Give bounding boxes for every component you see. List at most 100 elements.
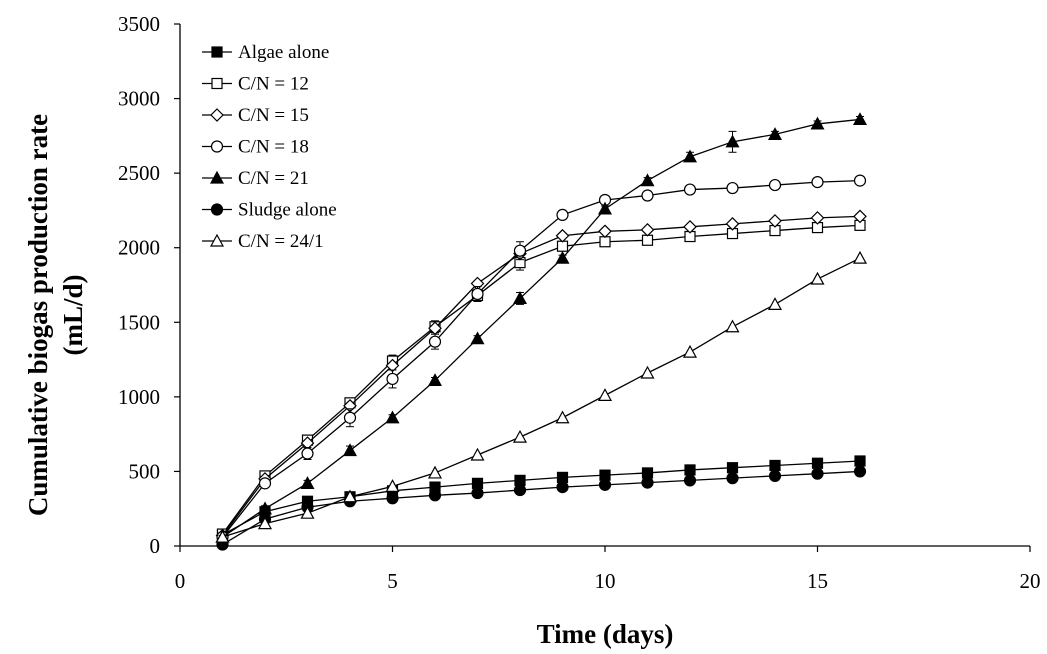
data-point bbox=[811, 175, 824, 189]
legend-item: Sludge alone bbox=[202, 200, 337, 221]
series-line bbox=[222, 257, 861, 538]
x-tick-label: 10 bbox=[595, 569, 616, 593]
legend-label: C/N = 15 bbox=[238, 105, 309, 126]
data-point bbox=[555, 410, 570, 424]
data-point bbox=[556, 480, 569, 494]
data-point bbox=[599, 236, 611, 248]
data-point bbox=[258, 477, 272, 490]
data-point bbox=[854, 455, 866, 467]
data-point bbox=[641, 467, 654, 479]
data-point bbox=[513, 244, 527, 257]
data-point bbox=[470, 447, 485, 461]
series-line bbox=[222, 460, 861, 536]
y-tick-label: 2500 bbox=[118, 161, 160, 185]
data-point bbox=[641, 476, 654, 489]
data-point bbox=[810, 116, 825, 130]
series-algae-alone bbox=[216, 455, 866, 541]
data-point bbox=[556, 208, 569, 222]
data-point bbox=[683, 183, 697, 196]
data-point bbox=[427, 465, 443, 479]
legend-item: C/N = 15 bbox=[202, 105, 309, 126]
data-point bbox=[512, 429, 528, 443]
data-point bbox=[768, 214, 782, 228]
legend-marker bbox=[209, 170, 225, 184]
data-point bbox=[556, 471, 569, 483]
data-point bbox=[683, 474, 697, 487]
y-tick-label: 500 bbox=[129, 459, 161, 483]
data-point bbox=[301, 447, 314, 460]
data-point bbox=[471, 486, 484, 500]
x-axis-title: Time (days) bbox=[537, 619, 674, 649]
data-point bbox=[428, 489, 442, 502]
legend-item: Algae alone bbox=[202, 42, 329, 63]
data-point bbox=[853, 174, 867, 187]
x-tick-label: 0 bbox=[175, 569, 186, 593]
data-point bbox=[682, 149, 698, 163]
data-point bbox=[725, 217, 740, 231]
data-point bbox=[597, 201, 613, 215]
data-point bbox=[640, 173, 655, 187]
data-point bbox=[427, 373, 443, 387]
y-tick-label: 2000 bbox=[118, 236, 160, 260]
data-point bbox=[257, 516, 273, 530]
data-point bbox=[811, 467, 824, 480]
data-point bbox=[598, 224, 612, 239]
legend-label: C/N = 21 bbox=[238, 168, 309, 189]
data-point bbox=[386, 492, 399, 505]
data-point bbox=[598, 478, 612, 491]
legend-label: C/N = 18 bbox=[238, 137, 309, 158]
legend-marker bbox=[210, 203, 224, 216]
data-point bbox=[342, 489, 358, 503]
data-point bbox=[215, 529, 230, 543]
series-c-n-18 bbox=[216, 174, 867, 544]
data-point bbox=[641, 234, 654, 246]
data-point bbox=[767, 127, 783, 140]
data-point bbox=[726, 181, 739, 195]
data-point bbox=[725, 134, 740, 148]
data-point bbox=[385, 479, 400, 492]
legend-marker bbox=[210, 140, 224, 153]
data-point bbox=[810, 211, 825, 225]
legend-item: C/N = 24/1 bbox=[202, 231, 324, 252]
legend-marker bbox=[209, 233, 225, 247]
legend-marker bbox=[210, 108, 224, 122]
data-point bbox=[768, 178, 782, 192]
data-point bbox=[852, 112, 868, 126]
series-c-n-24-1 bbox=[215, 250, 868, 543]
legend-label: C/N = 12 bbox=[238, 74, 309, 95]
data-point bbox=[343, 411, 357, 424]
data-point bbox=[640, 222, 655, 237]
series-c-n-12 bbox=[216, 219, 866, 540]
data-point bbox=[471, 287, 484, 301]
data-point bbox=[300, 476, 315, 489]
data-point bbox=[599, 469, 611, 481]
data-point bbox=[471, 477, 484, 489]
data-point bbox=[428, 335, 442, 348]
series-layer bbox=[215, 112, 868, 551]
data-point bbox=[555, 228, 570, 243]
y-tick-label: 3000 bbox=[118, 87, 160, 111]
y-axis-title-line2: (mL/d) bbox=[58, 275, 88, 356]
legend-item: C/N = 12 bbox=[202, 74, 309, 95]
data-point bbox=[853, 465, 867, 478]
data-point bbox=[767, 297, 783, 310]
data-point bbox=[640, 365, 655, 379]
legend-item: C/N = 21 bbox=[202, 168, 309, 189]
y-tick-label: 1500 bbox=[118, 310, 160, 334]
series-line bbox=[221, 179, 861, 538]
legend-label: Sludge alone bbox=[238, 200, 337, 221]
data-point bbox=[597, 388, 613, 401]
data-point bbox=[810, 271, 825, 285]
series-line bbox=[222, 470, 861, 546]
axes: 0 5 10 15 20 0 500 1000 1500 2000 2500 3000 3500 bbox=[118, 12, 1041, 593]
series-line bbox=[221, 215, 861, 536]
data-point bbox=[513, 483, 527, 497]
legend-marker bbox=[211, 46, 223, 58]
data-point bbox=[811, 457, 824, 469]
data-point bbox=[641, 189, 654, 202]
x-tick-label: 15 bbox=[807, 569, 828, 593]
data-point bbox=[769, 459, 781, 472]
legend-label: Algae alone bbox=[238, 42, 329, 63]
